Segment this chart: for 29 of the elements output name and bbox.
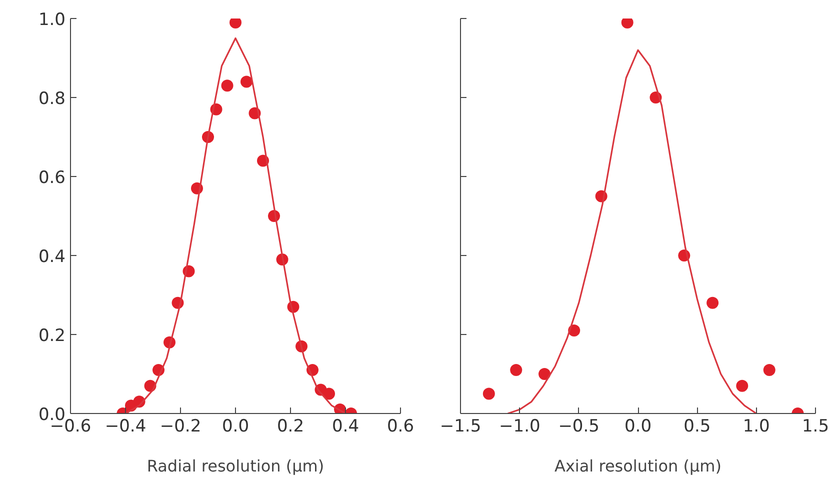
point <box>240 76 252 88</box>
point <box>706 296 719 309</box>
point <box>736 380 748 392</box>
x-axis-title: Radial resolution (µm) <box>146 456 324 476</box>
x-tick-label: 0.5 <box>684 416 711 436</box>
x-axis-title: Axial resolution (µm) <box>554 456 722 476</box>
x-tick-label: 1.5 <box>802 416 830 436</box>
x-tick-label: −0.2 <box>160 416 202 436</box>
y-tick-label: 0.2 <box>38 326 66 346</box>
x-tick-label: 0.0 <box>624 416 652 436</box>
x-tick-label: 0.2 <box>276 416 304 436</box>
x-tick-label: −0.4 <box>104 416 146 436</box>
y-tick-label: 0.6 <box>38 168 66 188</box>
point <box>221 80 234 92</box>
x-tick-label: −1.0 <box>499 416 540 436</box>
x-tick-label: 0.4 <box>332 416 360 436</box>
y-tick-label: 0.8 <box>38 89 66 109</box>
x-tick-label: −0.5 <box>558 416 600 436</box>
point <box>323 388 335 400</box>
y-tick-label: 0.4 <box>38 247 66 267</box>
point <box>510 364 522 376</box>
x-tick-label: 0.0 <box>222 416 250 436</box>
point <box>763 364 776 376</box>
point <box>482 388 495 400</box>
x-tick-label: 0.6 <box>386 416 414 436</box>
y-tick-label: 1.0 <box>38 10 66 30</box>
x-tick-label: 1.0 <box>742 416 770 436</box>
x-tick-label: −1.5 <box>440 416 482 436</box>
point <box>538 368 551 380</box>
